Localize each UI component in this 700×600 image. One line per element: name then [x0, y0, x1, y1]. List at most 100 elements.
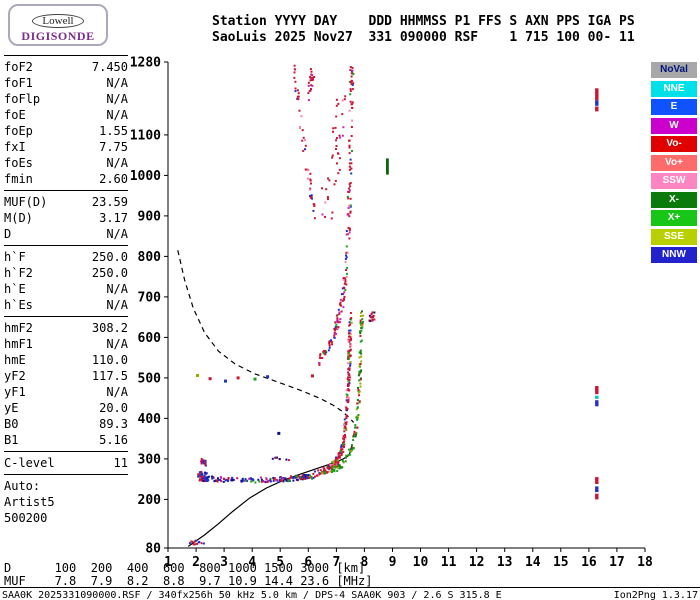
parameter-row-h-f2: h`F2 250.0 [4, 265, 128, 281]
parameter-group: hmF2 308.2 hmF1 N/A hmE 110.0 yF2 117.5 yF1 N/A yE… [4, 316, 128, 451]
parameter-label: yE [4, 401, 19, 415]
parameter-row-yf1: yF1 N/A [4, 384, 128, 400]
parameter-row-foep: foEp 1.55 [4, 123, 128, 139]
svg-text:2: 2 [192, 555, 200, 570]
parameter-label: h`F2 [4, 266, 33, 280]
parameter-value: 5.16 [99, 433, 128, 447]
parameter-value: 250.0 [91, 250, 128, 264]
parameter-value: N/A [106, 298, 128, 312]
status-bar: SAA0K_2025331090000.RSF / 340fx256h 50 k… [0, 587, 700, 600]
svg-text:7: 7 [332, 555, 340, 570]
parameter-label: 500200 [4, 511, 48, 525]
parameter-row-fof1: foF1 N/A [4, 75, 128, 91]
svg-text:3: 3 [220, 555, 228, 570]
parameter-value: N/A [106, 337, 128, 351]
parameter-row-d: D N/A [4, 226, 128, 242]
parameter-value: N/A [106, 108, 128, 122]
parameter-row-yf2: yF2 117.5 [4, 368, 128, 384]
svg-text:1280: 1280 [130, 56, 161, 71]
header-line-values: SaoLuis 2025 Nov27 331 090000 RSF 1 715 … [212, 30, 635, 45]
parameter-row-c-level: C-level 11 [4, 455, 128, 471]
legend-item-noval: NoVal [651, 62, 697, 78]
svg-text:14: 14 [525, 555, 541, 570]
parameter-row-hmf2: hmF2 308.2 [4, 320, 128, 336]
parameter-row-artist5: Artist5 [4, 494, 128, 510]
parameter-label: B0 [4, 417, 19, 431]
parameter-row-fmin: fmin 2.60 [4, 171, 128, 187]
svg-text:10: 10 [413, 555, 429, 570]
svg-text:1: 1 [164, 555, 172, 570]
svg-text:16: 16 [581, 555, 597, 570]
legend-item-nnw: NNW [651, 247, 697, 263]
parameter-group: C-level 11 [4, 451, 128, 474]
parameter-value: 110.0 [91, 353, 128, 367]
svg-text:200: 200 [138, 493, 162, 508]
parameter-label: foEp [4, 124, 33, 138]
svg-text:17: 17 [609, 555, 625, 570]
parameter-label: fmin [4, 172, 33, 186]
parameter-value: N/A [106, 282, 128, 296]
parameter-row-m-d-: M(D) 3.17 [4, 210, 128, 226]
parameter-group: foF2 7.450 foF1 N/A foFlp N/A foE N/A foEp 1.55 fx… [4, 55, 128, 190]
parameter-label: C-level [4, 456, 55, 470]
parameter-value: N/A [106, 227, 128, 241]
parameter-label: Auto: [4, 479, 41, 493]
svg-text:500: 500 [138, 371, 162, 386]
svg-text:12: 12 [469, 555, 485, 570]
muf-row: MUF 7.8 7.9 8.2 8.8 9.7 10.9 14.4 23.6 [… [4, 574, 373, 588]
doppler-legend: NoVal NNE E W Vo- Vo+ SSW X- X+ SSE NNW [651, 62, 697, 266]
parameter-value: 89.3 [99, 417, 128, 431]
svg-text:9: 9 [389, 555, 397, 570]
parameter-label: hmE [4, 353, 26, 367]
parameter-label: hmF2 [4, 321, 33, 335]
legend-item-x: X+ [651, 210, 697, 226]
svg-text:6: 6 [304, 555, 312, 570]
header-block: Station YYYY DAY DDD HHMMSS P1 FFS S AXN… [212, 14, 635, 46]
parameter-label: Artist5 [4, 495, 55, 509]
parameter-label: foF2 [4, 60, 33, 74]
legend-item-sse: SSE [651, 228, 697, 245]
parameter-row-auto-: Auto: [4, 478, 128, 494]
svg-text:11: 11 [441, 555, 457, 570]
parameter-row-b1: B1 5.16 [4, 432, 128, 448]
parameter-label: foEs [4, 156, 33, 170]
parameter-label: foE [4, 108, 26, 122]
legend-item-vo: Vo- [651, 136, 697, 152]
parameter-row-foes: foEs N/A [4, 155, 128, 171]
parameter-label: hmF1 [4, 337, 33, 351]
svg-text:400: 400 [138, 412, 162, 427]
parameter-value: 117.5 [91, 369, 128, 383]
parameter-label: foF1 [4, 76, 33, 90]
svg-text:900: 900 [138, 209, 162, 224]
logo-product: DIGISONDE [21, 29, 95, 43]
parameter-label: yF2 [4, 369, 26, 383]
parameter-label: D [4, 227, 12, 241]
svg-text:800: 800 [138, 250, 162, 265]
parameter-label: MUF(D) [4, 195, 48, 209]
parameter-label: fxI [4, 140, 26, 154]
parameter-value: 3.17 [99, 211, 128, 225]
svg-text:700: 700 [138, 290, 162, 305]
header-line-captions: Station YYYY DAY DDD HHMMSS P1 FFS S AXN… [212, 14, 635, 29]
parameter-value: 11 [113, 456, 128, 470]
svg-text:1100: 1100 [130, 128, 161, 143]
parameter-value: 308.2 [91, 321, 128, 335]
parameter-value: 1.55 [99, 124, 128, 138]
parameter-row-foflp: foFlp N/A [4, 91, 128, 107]
parameter-value: N/A [106, 385, 128, 399]
parameter-label: M(D) [4, 211, 33, 225]
parameter-panel: foF2 7.450 foF1 N/A foFlp N/A foE N/A foEp 1.55 fx… [4, 55, 128, 529]
parameter-row-b0: B0 89.3 [4, 416, 128, 432]
parameter-group: MUF(D) 23.59 M(D) 3.17 D N/A [4, 190, 128, 245]
legend-item-nne: NNE [651, 80, 697, 97]
legend-item-w: W [651, 117, 697, 134]
d-distance-row: D 100 200 400 600 800 1000 1500 3000 [km… [4, 561, 366, 575]
parameter-row-foe: foE N/A [4, 107, 128, 123]
parameter-value: 2.60 [99, 172, 128, 186]
parameter-value: N/A [106, 76, 128, 90]
lowell-logo: Lowell DIGISONDE [8, 4, 108, 46]
parameter-row-hmf1: hmF1 N/A [4, 336, 128, 352]
parameter-value: 7.450 [91, 60, 128, 74]
